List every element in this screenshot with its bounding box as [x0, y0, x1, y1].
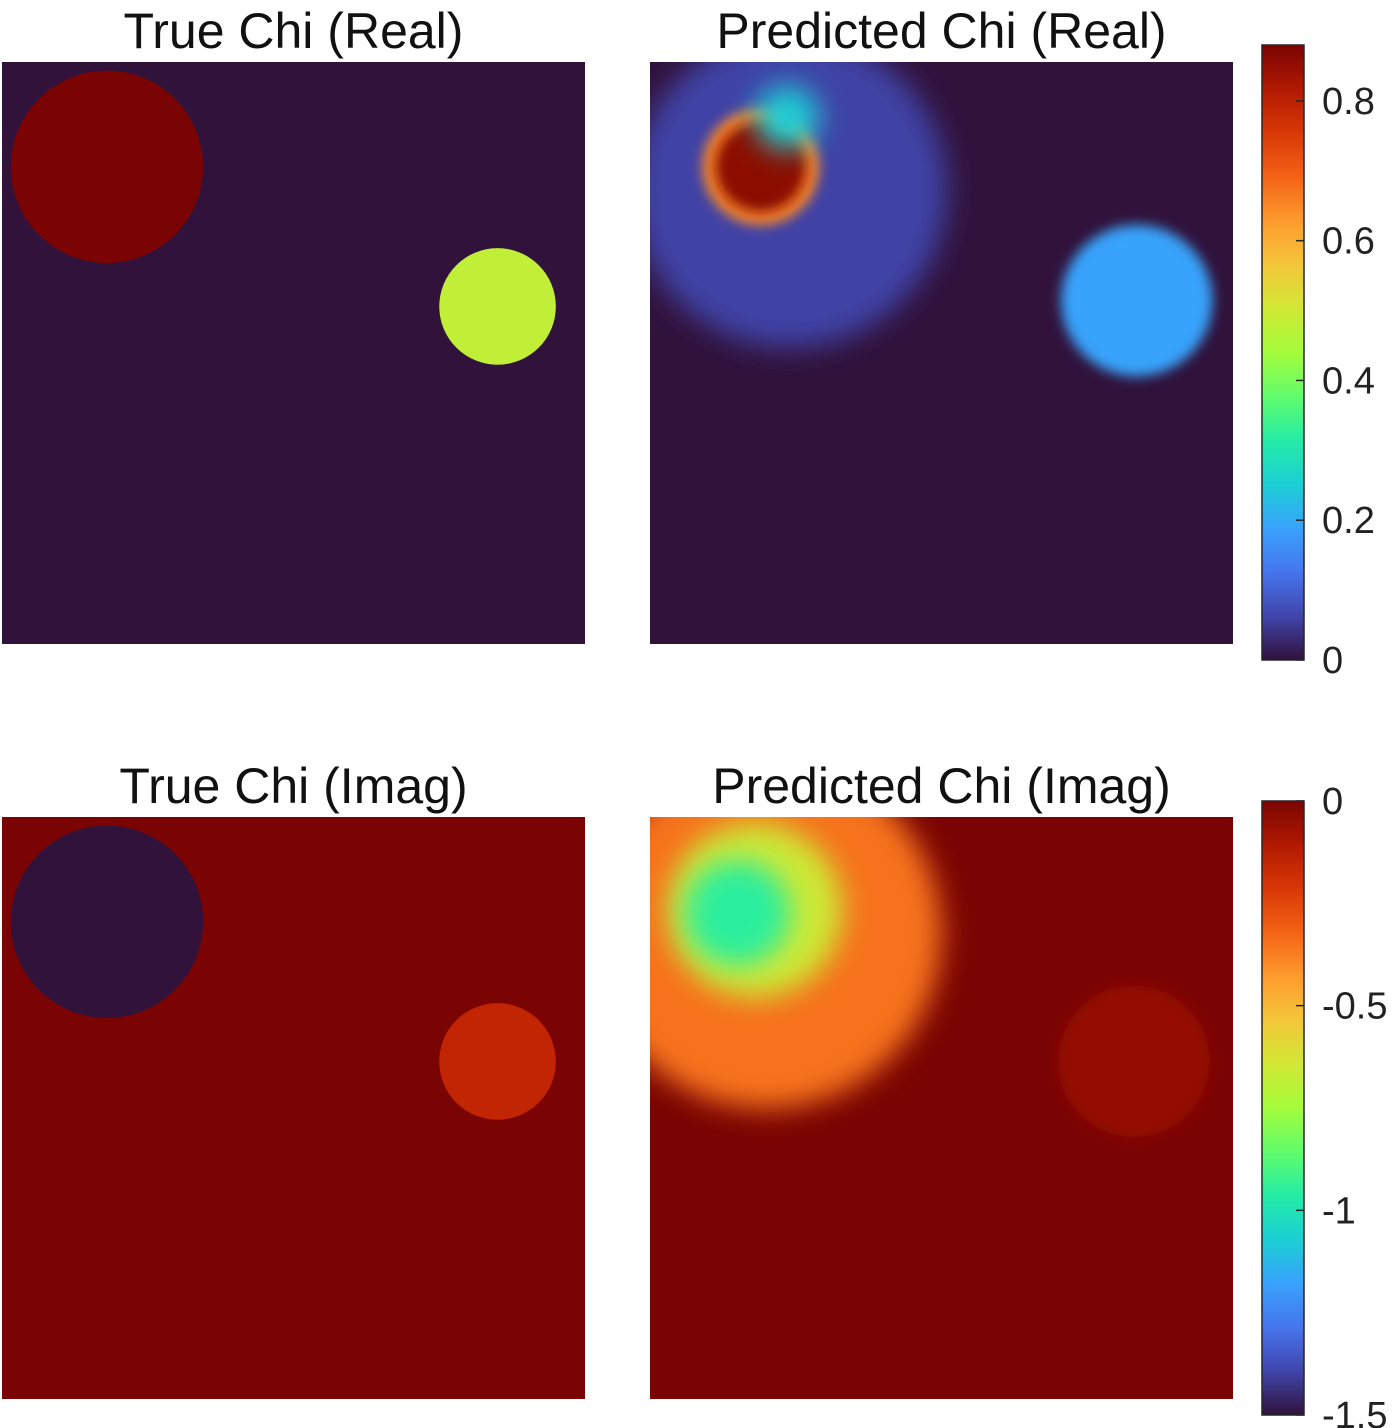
colorbar-gradient	[1261, 44, 1305, 661]
colorbar-tick-label: -1.5	[1322, 1395, 1387, 1428]
colorbar-tick-label: 0.4	[1322, 360, 1375, 402]
heatmap-blob	[684, 860, 790, 966]
heatmap-disk	[439, 1003, 556, 1120]
colorbar-tick-label: 0	[1322, 781, 1343, 823]
panel-3: True Chi (Imag)	[2, 758, 585, 1399]
heatmap-blob	[754, 85, 820, 150]
colorbar-tick-label: -1	[1322, 1190, 1356, 1232]
heatmap-disk	[10, 825, 204, 1018]
heatmap-area	[2, 817, 585, 1399]
colorbar-tick-label: 0.8	[1322, 81, 1375, 123]
colorbar-tick-label: 0.6	[1322, 221, 1375, 263]
heatmap-area	[650, 817, 1233, 1399]
colorbars: 0 0.2 0.4 0.6 0.8 -1.5 -1 -0.5 0	[1261, 44, 1387, 1428]
colorbar-tick-label: 0	[1322, 640, 1343, 682]
panel-title: True Chi (Imag)	[119, 758, 467, 814]
heatmap-disk	[10, 70, 204, 263]
colorbar-tick-label: 0.2	[1322, 500, 1375, 542]
heatmap-disk	[1061, 224, 1213, 377]
colorbar-bottom: -1.5 -1 -0.5 0	[1261, 781, 1387, 1428]
panel-4: Predicted Chi (Imag)	[650, 758, 1233, 1399]
heatmap-area	[2, 62, 585, 644]
heatmap-disk	[439, 248, 556, 365]
panels: True Chi (Real) Predicted Chi (Real) True …	[2, 3, 1233, 1399]
colorbar-gradient	[1261, 800, 1305, 1416]
panel-title: Predicted Chi (Imag)	[712, 758, 1171, 814]
colorbar-top: 0 0.2 0.4 0.6 0.8	[1261, 44, 1375, 682]
panel-title: True Chi (Real)	[124, 3, 464, 59]
panel-1: True Chi (Real)	[2, 3, 585, 644]
panel-title: Predicted Chi (Real)	[716, 3, 1166, 59]
panel-2: Predicted Chi (Real)	[650, 3, 1233, 644]
heatmap-disk	[1058, 985, 1210, 1138]
heatmap-area	[650, 62, 1233, 644]
colorbar-tick-label: -0.5	[1322, 986, 1387, 1028]
